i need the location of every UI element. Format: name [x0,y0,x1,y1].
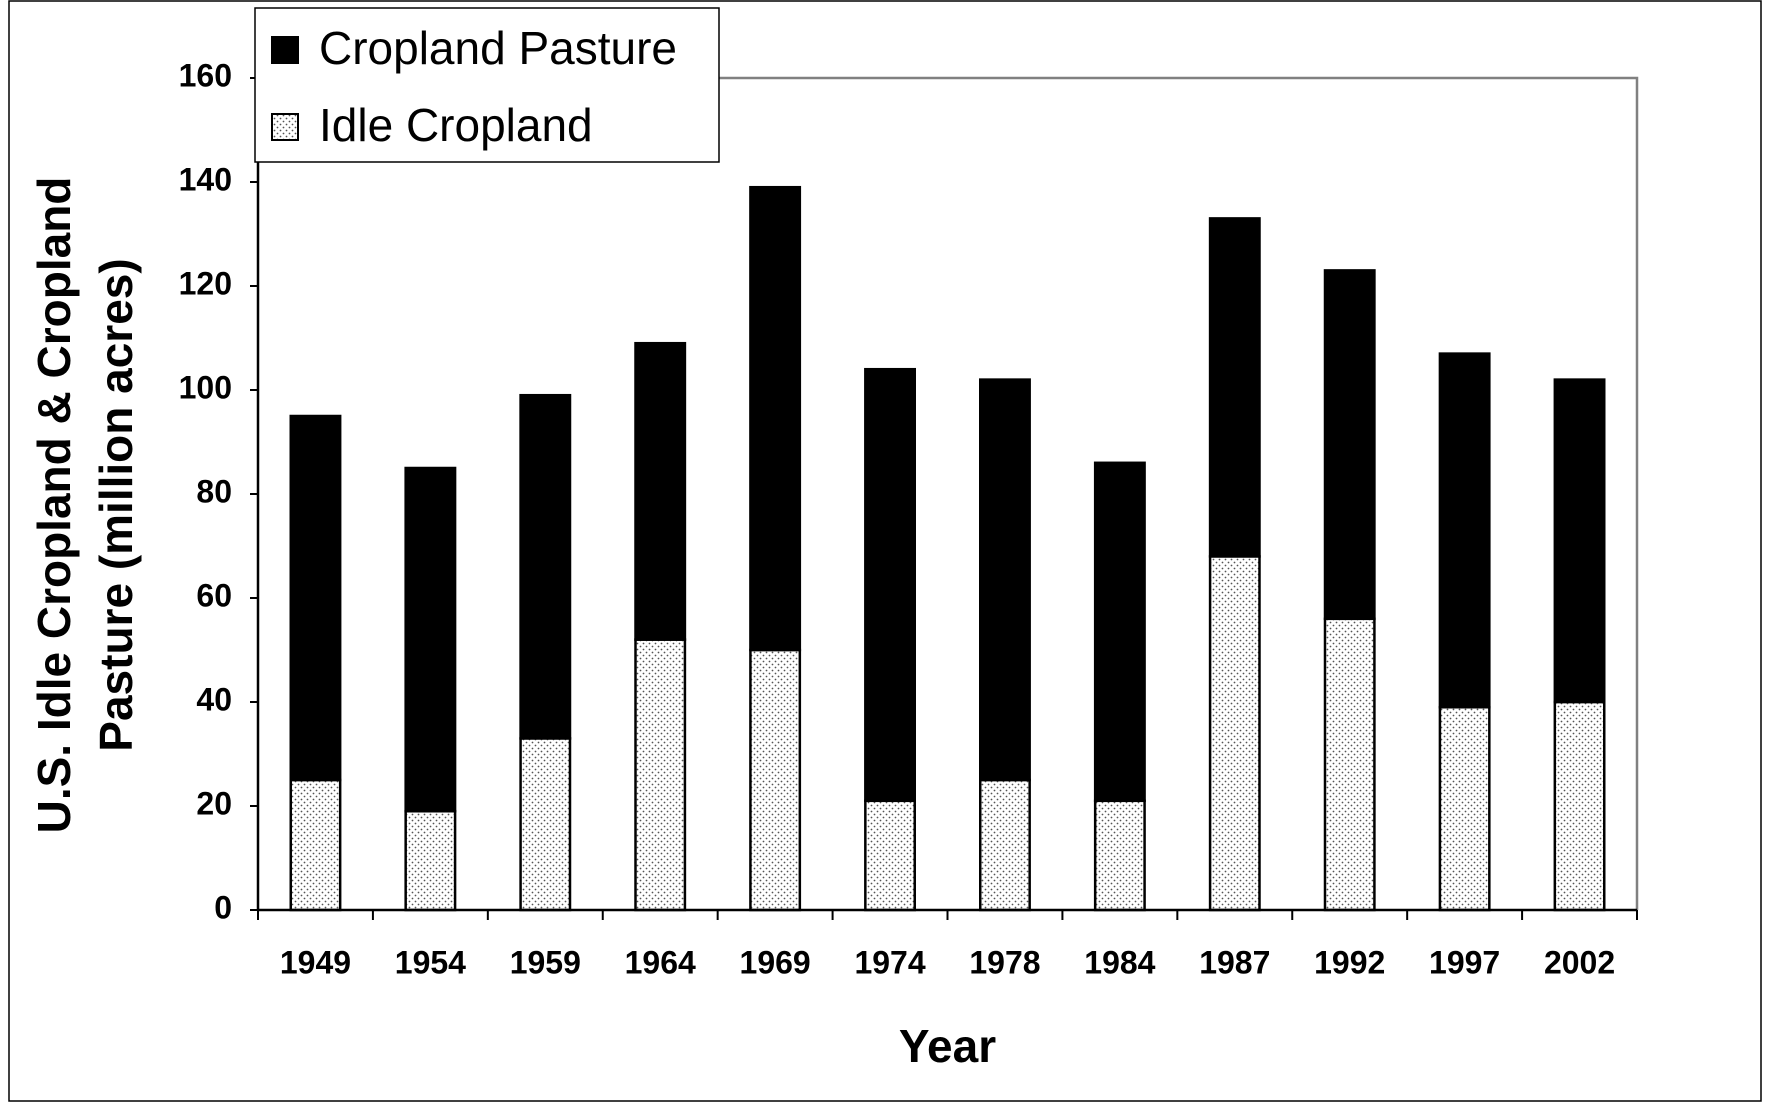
y-tick-label: 60 [196,577,232,613]
x-axis-title: Year [899,1020,996,1072]
x-tick-label: 1987 [1199,944,1270,980]
bar-segment [1093,461,1146,803]
bar-segment [1553,378,1606,704]
bar-segment [1438,352,1491,709]
x-tick-label: 1969 [740,944,811,980]
legend-label: Idle Cropland [319,99,593,151]
y-tick-label: 160 [179,57,232,93]
x-tick-label: 1954 [395,944,466,980]
x-tick-label: 1959 [510,944,581,980]
x-tick-label: 1964 [625,944,696,980]
y-tick-label: 20 [196,785,232,821]
y-tick-label: 80 [196,473,232,509]
bar-segment [749,185,802,652]
bar-segment [979,778,1031,912]
x-tick-label: 1984 [1084,944,1155,980]
bar-segment [289,778,342,912]
bar-segment [749,648,802,912]
bar-segment [1208,217,1261,558]
bar-segment [1323,617,1376,912]
legend-label: Cropland Pasture [319,22,677,74]
legend-swatch [271,36,299,64]
bar-segment [1093,799,1146,912]
bar-segment [404,809,457,912]
y-tick-label: 100 [179,369,232,405]
legend-box [254,7,720,163]
bar-segment [864,799,916,912]
x-tick-label: 2002 [1544,944,1615,980]
bar-segment [634,638,687,912]
bar-segment [1553,700,1606,912]
bar-segment [519,737,572,912]
y-tick-label: 40 [196,681,232,717]
bar-segment [1323,269,1376,621]
bar-segment [404,466,457,813]
y-axis-title: U.S. Idle Cropland & Cropland [28,177,80,834]
bar-segment [864,367,916,803]
y-tick-label: 140 [179,161,232,197]
bar-segment [634,341,687,641]
chart-border [8,0,1762,1102]
x-tick-label: 1978 [969,944,1040,980]
x-tick-label: 1949 [280,944,351,980]
bar-segment [519,393,572,740]
bar-segment [1438,705,1491,912]
y-axis-title: Pasture (million acres) [90,258,142,751]
x-tick-label: 1997 [1429,944,1500,980]
y-tick-label: 120 [179,265,232,301]
legend-swatch [271,113,299,141]
plot-frame [258,76,1639,910]
x-tick-label: 1974 [854,944,925,980]
x-tick-label: 1992 [1314,944,1385,980]
bar-segment [1208,555,1261,912]
bar-segment [979,378,1031,782]
y-tick-label: 0 [214,889,232,925]
bar-segment [289,414,342,782]
